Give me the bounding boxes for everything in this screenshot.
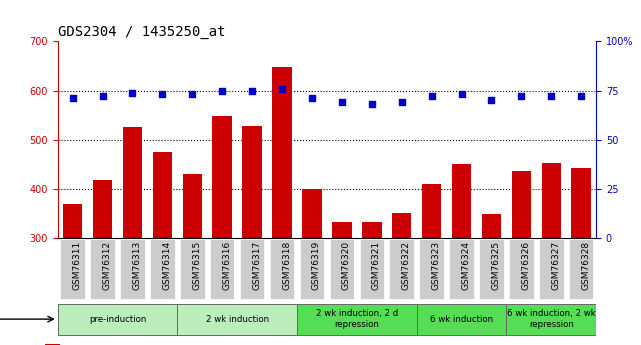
Bar (93, 180, 112, 345)
FancyBboxPatch shape (121, 239, 145, 299)
FancyBboxPatch shape (240, 239, 264, 299)
FancyBboxPatch shape (297, 304, 417, 335)
Bar (482, 215, 501, 345)
Bar (45, 344, 60, 345)
FancyBboxPatch shape (417, 304, 506, 335)
Point (97, 94, 108, 99)
Bar (452, 164, 471, 345)
FancyBboxPatch shape (300, 239, 324, 299)
Bar (303, 189, 322, 345)
FancyBboxPatch shape (60, 239, 85, 299)
Point (426, 94, 437, 99)
FancyBboxPatch shape (360, 239, 384, 299)
Bar (63, 204, 82, 345)
Text: GDS2304 / 1435250_at: GDS2304 / 1435250_at (58, 25, 225, 39)
Text: 2 wk induction, 2 d
repression: 2 wk induction, 2 d repression (316, 309, 398, 329)
FancyBboxPatch shape (329, 239, 354, 299)
FancyBboxPatch shape (506, 304, 596, 335)
Text: GSM76319: GSM76319 (312, 241, 321, 290)
Text: GSM76316: GSM76316 (222, 241, 231, 290)
Text: GSM76315: GSM76315 (192, 241, 201, 290)
Bar (123, 127, 142, 345)
Bar (332, 222, 351, 345)
Bar (392, 214, 412, 345)
Bar (572, 168, 591, 345)
Point (367, 101, 377, 107)
FancyBboxPatch shape (419, 239, 444, 299)
Point (516, 94, 526, 99)
Bar (212, 116, 232, 345)
FancyBboxPatch shape (479, 239, 504, 299)
Text: GSM76311: GSM76311 (72, 241, 81, 290)
Point (67, 96, 78, 101)
FancyBboxPatch shape (150, 239, 174, 299)
Text: GSM76318: GSM76318 (282, 241, 291, 290)
FancyBboxPatch shape (180, 239, 204, 299)
Point (307, 96, 317, 101)
Bar (512, 171, 531, 345)
Text: pre-induction: pre-induction (89, 315, 146, 324)
Text: GSM76317: GSM76317 (252, 241, 261, 290)
FancyBboxPatch shape (449, 239, 474, 299)
Point (277, 86, 287, 91)
Point (456, 92, 467, 97)
Bar (422, 184, 441, 345)
Point (546, 94, 556, 99)
Text: GSM76326: GSM76326 (521, 241, 530, 290)
Bar (242, 127, 262, 345)
Bar (542, 163, 561, 345)
FancyBboxPatch shape (270, 239, 294, 299)
FancyBboxPatch shape (210, 239, 235, 299)
FancyBboxPatch shape (90, 239, 115, 299)
Text: GSM76323: GSM76323 (431, 241, 440, 290)
Text: GSM76314: GSM76314 (162, 241, 171, 290)
FancyBboxPatch shape (569, 239, 594, 299)
Point (487, 98, 497, 103)
Text: GSM76313: GSM76313 (133, 241, 142, 290)
Point (397, 100, 407, 105)
Text: GSM76322: GSM76322 (402, 241, 411, 290)
Text: GSM76312: GSM76312 (103, 241, 112, 290)
FancyBboxPatch shape (509, 239, 533, 299)
Point (576, 94, 587, 99)
Bar (153, 152, 172, 345)
Point (247, 88, 257, 93)
FancyBboxPatch shape (178, 304, 297, 335)
Text: GSM76327: GSM76327 (551, 241, 560, 290)
Text: 6 wk induction, 2 wk
repression: 6 wk induction, 2 wk repression (507, 309, 595, 329)
FancyBboxPatch shape (390, 239, 414, 299)
Text: GSM76321: GSM76321 (372, 241, 381, 290)
Point (337, 100, 347, 105)
Text: 2 wk induction: 2 wk induction (206, 315, 269, 324)
Text: 6 wk induction: 6 wk induction (430, 315, 493, 324)
Bar (272, 67, 292, 345)
Text: GSM76328: GSM76328 (581, 241, 590, 290)
Point (157, 92, 167, 97)
Text: GSM76325: GSM76325 (492, 241, 501, 290)
Point (128, 90, 138, 95)
Bar (183, 174, 202, 345)
FancyBboxPatch shape (539, 239, 563, 299)
Text: GSM76320: GSM76320 (342, 241, 351, 290)
Bar (362, 222, 381, 345)
FancyBboxPatch shape (58, 304, 178, 335)
Point (217, 88, 228, 93)
Text: GSM76324: GSM76324 (462, 241, 470, 290)
Point (187, 92, 197, 97)
